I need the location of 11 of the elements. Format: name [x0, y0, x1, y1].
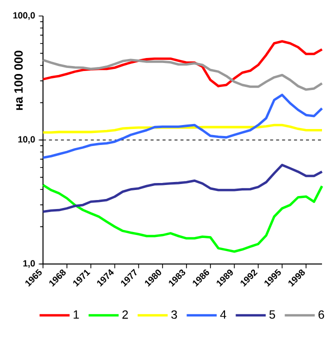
- legend-label: 5: [269, 310, 276, 319]
- legend-label: 2: [122, 310, 128, 319]
- y-tick-label: 10,0: [18, 136, 35, 144]
- y-tick-label: 100,0: [13, 12, 35, 20]
- legend-label: 1: [74, 310, 79, 319]
- line-series: [42, 184, 324, 253]
- y-tick-label: 1,0: [23, 260, 35, 268]
- legend-label: 4: [220, 310, 226, 319]
- legend-label: 3: [171, 310, 177, 319]
- legend-label: 6: [318, 310, 324, 319]
- y-axis-title: на 100 000: [14, 50, 23, 110]
